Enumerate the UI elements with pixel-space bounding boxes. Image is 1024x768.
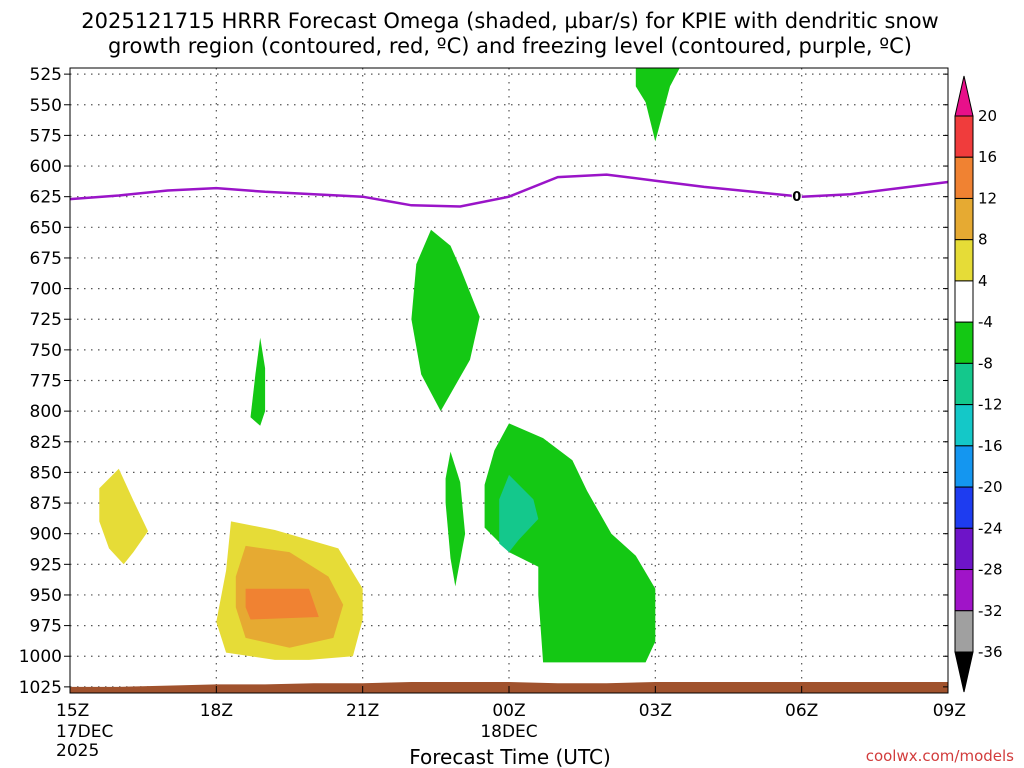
y-axis: 525 550 575 600 625 650 675 700 725 750 775 800 825 8… <box>19 65 948 698</box>
colorbar-level-label: -24 <box>978 519 1003 537</box>
colorbar-level-label: 16 <box>978 148 997 166</box>
colorbar: 20 16 12 8 4 -4 -8 -12 -16 -20 -24 -28 -32 -36 <box>954 75 1003 693</box>
x-tick-sublabel: 2025 <box>56 741 99 761</box>
omega-shading <box>99 68 680 663</box>
yellow-blob-890mb-16z <box>99 468 148 565</box>
y-tick-label: 625 <box>30 188 62 208</box>
freezing-level-label: 0 <box>792 190 801 205</box>
y-tick-label: 750 <box>30 341 62 361</box>
colorbar-level-label: 12 <box>978 189 997 207</box>
x-tick-sublabel: 18DEC <box>480 722 537 742</box>
colorbar-swatch <box>954 280 974 323</box>
x-tick-sublabel: 17DEC <box>56 722 113 742</box>
freezing-level: 0 <box>69 173 949 208</box>
y-tick-label: 575 <box>30 126 62 146</box>
colorbar-swatch <box>954 486 974 529</box>
y-tick-label: 900 <box>30 525 62 545</box>
y-tick-label: 925 <box>30 555 62 575</box>
green-blob-900mb-22z <box>445 451 466 587</box>
y-tick-label: 650 <box>30 218 62 238</box>
colorbar-swatch <box>954 156 974 199</box>
gridlines <box>70 68 948 693</box>
x-tick-label: 03Z <box>639 701 672 721</box>
x-tick-label: 15Z <box>56 701 89 721</box>
colorbar-level-label: 20 <box>978 107 997 125</box>
colorbar-level-label: -36 <box>978 643 1003 661</box>
green-blob-775mb-19z <box>250 337 266 426</box>
x-tick-label: 00Z <box>492 701 525 721</box>
y-tick-label: 550 <box>30 96 62 116</box>
y-tick-label: 1000 <box>19 647 62 667</box>
colorbar-level-label: 4 <box>978 272 988 290</box>
colorbar-swatch <box>954 239 974 282</box>
y-tick-label: 775 <box>30 372 62 392</box>
x-tick-label: 18Z <box>200 701 233 721</box>
green-blob-900mb-00z <box>484 423 656 663</box>
y-tick-label: 1025 <box>19 678 62 698</box>
colorbar-level-label: 8 <box>978 231 988 249</box>
teal-core-880mb-00z <box>499 474 539 553</box>
colorbar-level-label: -8 <box>978 354 993 372</box>
colorbar-top-triangle <box>954 75 974 117</box>
y-tick-label: 825 <box>30 433 62 453</box>
colorbar-swatch <box>954 404 974 447</box>
x-axis-label: Forecast Time (UTC) <box>409 745 611 768</box>
colorbar-swatch <box>954 197 974 241</box>
colorbar-level-label: -28 <box>978 561 1003 579</box>
colorbar-swatch <box>954 362 974 406</box>
chart-title-line1: 2025121715 HRRR Forecast Omega (shaded, … <box>81 9 938 33</box>
y-tick-label: 725 <box>30 310 62 330</box>
chart-title-line2: growth region (contoured, red, ºC) and f… <box>108 34 912 58</box>
credit-text[interactable]: coolwx.com/models <box>866 747 1014 765</box>
y-tick-label: 525 <box>30 65 62 85</box>
y-tick-label: 675 <box>30 249 62 269</box>
x-tick-label: 21Z <box>346 701 379 721</box>
colorbar-level-label: -16 <box>978 437 1003 455</box>
y-tick-label: 950 <box>30 586 62 606</box>
colorbar-level-label: -20 <box>978 478 1003 496</box>
colorbar-swatch <box>954 321 974 364</box>
colorbar-swatch <box>954 569 974 612</box>
plot-frame <box>69 67 949 694</box>
dark-orange-core-955mb-19z <box>245 588 319 620</box>
freezing-level-label-bg <box>791 188 802 204</box>
colorbar-level-label: -4 <box>978 313 993 331</box>
colorbar-level-label: -12 <box>978 396 1003 414</box>
y-tick-label: 850 <box>30 463 62 483</box>
colorbar-swatch <box>954 527 974 571</box>
colorbar-swatch <box>954 445 974 488</box>
green-blob-700mb-22z <box>411 229 480 412</box>
colorbar-swatch <box>954 610 974 653</box>
y-tick-label: 975 <box>30 617 62 637</box>
colorbar-bottom-triangle <box>954 651 974 693</box>
y-tick-label: 600 <box>30 157 62 177</box>
colorbar-level-label: -32 <box>978 602 1003 620</box>
y-tick-label: 700 <box>30 280 62 300</box>
green-blob-top-03z <box>635 68 680 142</box>
x-tick-label: 06Z <box>785 701 818 721</box>
colorbar-swatch <box>954 115 974 158</box>
y-tick-label: 800 <box>30 402 62 422</box>
x-tick-label: 09Z <box>933 701 966 721</box>
y-tick-label: 875 <box>30 494 62 514</box>
